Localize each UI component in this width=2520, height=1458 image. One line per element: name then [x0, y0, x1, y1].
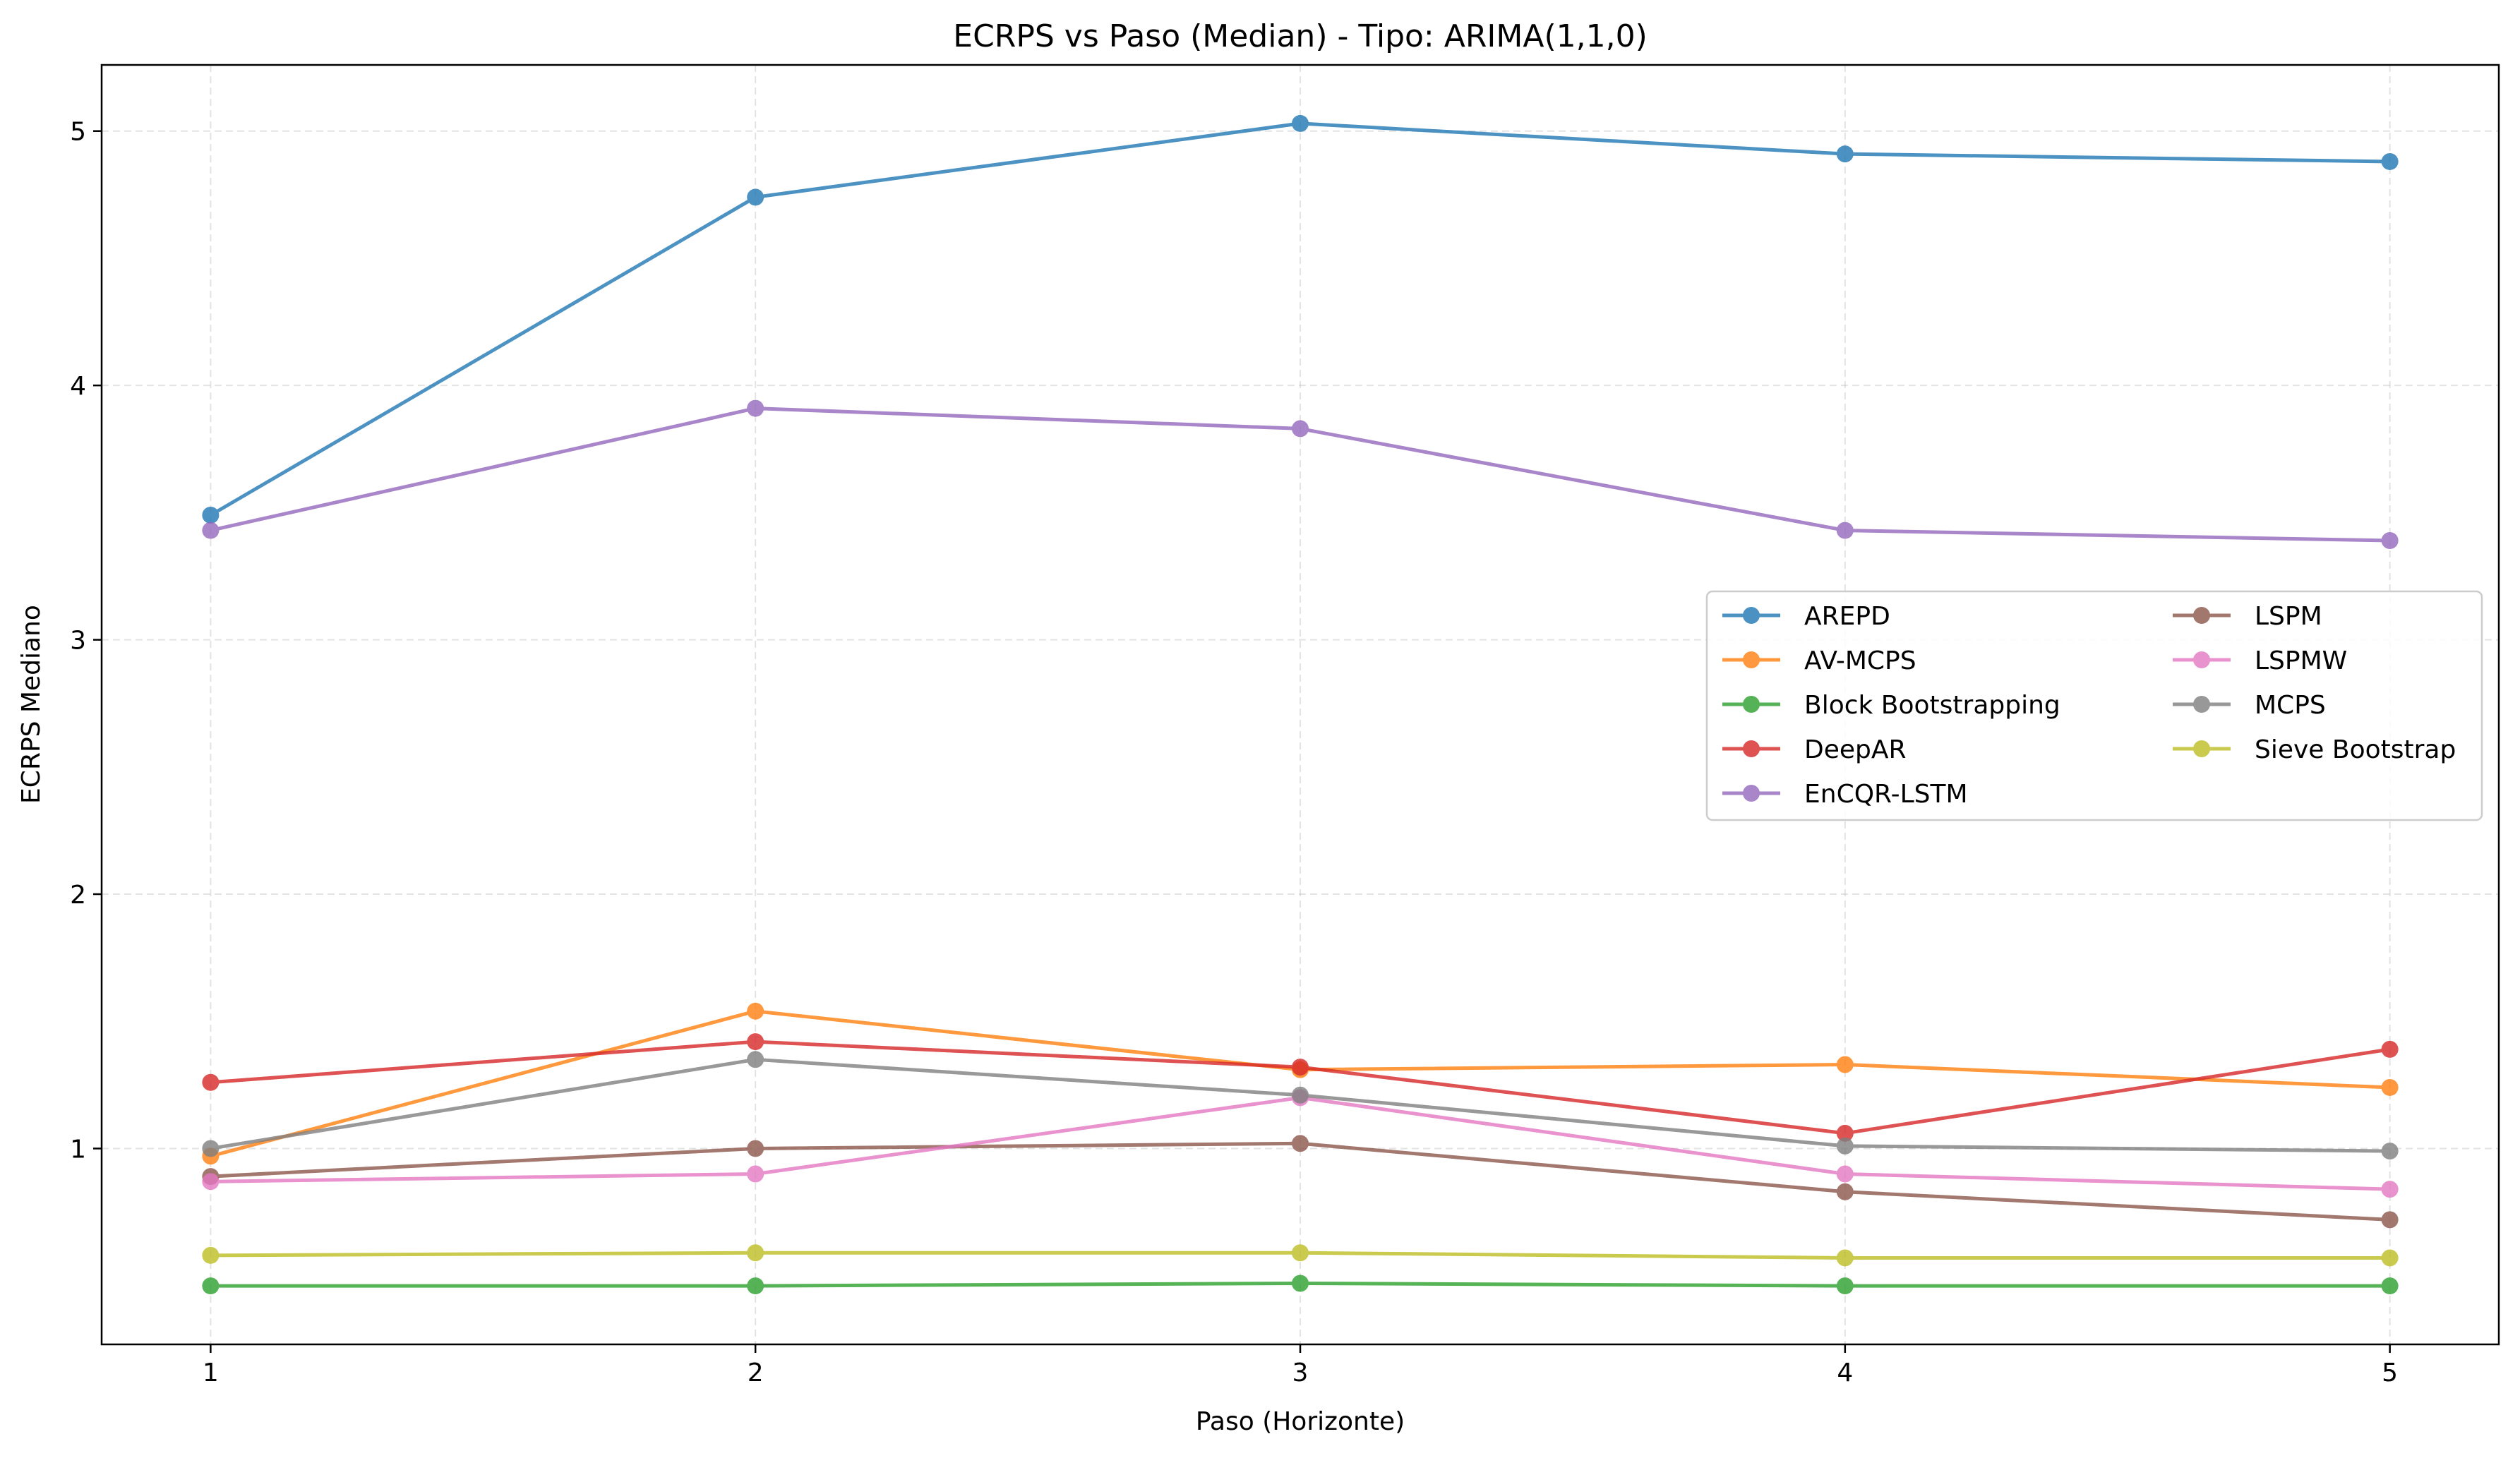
legend-item — [1722, 696, 1780, 713]
data-point — [2381, 1277, 2399, 1295]
data-point — [1292, 1275, 1309, 1292]
data-point — [2381, 1078, 2399, 1096]
data-point — [2381, 1040, 2399, 1058]
data-point — [202, 1073, 220, 1091]
y-axis-label: ECRPS Mediano — [17, 605, 46, 804]
data-point — [202, 522, 220, 539]
legend-label: LSPM — [2255, 602, 2322, 631]
legend-swatch-marker — [1743, 607, 1760, 624]
data-point — [1836, 1183, 1854, 1200]
legend-item — [1722, 785, 1780, 802]
y-tick-label: 5 — [70, 118, 86, 147]
data-point — [1836, 1277, 1854, 1295]
legend-label: Block Bootstrapping — [1804, 691, 2060, 720]
x-tick-label: 4 — [1837, 1358, 1853, 1387]
legend-item — [2173, 651, 2231, 668]
x-tick-label: 2 — [748, 1358, 764, 1387]
axis-ticks: 1 2 3 4 5 1 2 3 4 5 — [70, 118, 2398, 1387]
legend-item — [2173, 607, 2231, 624]
data-point — [747, 1277, 764, 1295]
data-point — [1836, 1249, 1854, 1267]
series-arepd — [202, 114, 2399, 524]
legend-swatch-marker — [1743, 696, 1760, 713]
data-point — [1292, 114, 1309, 132]
data-point — [202, 1246, 220, 1264]
data-point — [747, 1002, 764, 1020]
data-point — [202, 1277, 220, 1295]
legend-label: Sieve Bootstrap — [2255, 735, 2456, 764]
legend-label: EnCQR-LSTM — [1804, 780, 1968, 809]
data-point — [2381, 1211, 2399, 1229]
y-tick-label: 2 — [70, 881, 86, 910]
chart-title: ECRPS vs Paso (Median) - Tipo: ARIMA(1,1… — [953, 18, 1647, 54]
data-point — [2381, 1181, 2399, 1198]
series-group — [202, 114, 2399, 1295]
legend-swatch-marker — [1743, 740, 1760, 757]
data-point — [1836, 522, 1854, 539]
data-point — [2381, 1249, 2399, 1267]
legend-swatch-marker — [2193, 696, 2210, 713]
legend-label: AREPD — [1804, 602, 1890, 631]
data-point — [1292, 420, 1309, 438]
data-point — [1292, 1135, 1309, 1152]
legend-swatch-marker — [1743, 785, 1760, 802]
data-point — [747, 1033, 764, 1051]
x-tick-label: 1 — [203, 1358, 219, 1387]
data-point — [1836, 1165, 1854, 1183]
data-point — [747, 1051, 764, 1068]
data-point — [2381, 152, 2399, 170]
legend-label: LSPMW — [2255, 646, 2347, 675]
y-tick-label: 1 — [70, 1135, 86, 1164]
legend-swatch-marker — [2193, 651, 2210, 668]
legend-label: AV-MCPS — [1804, 646, 1916, 675]
data-point — [202, 1173, 220, 1191]
legend-box — [1705, 590, 2483, 821]
x-tick-label: 5 — [2382, 1358, 2398, 1387]
data-point — [1292, 1086, 1309, 1104]
legend-label: MCPS — [2255, 691, 2326, 720]
legend-item — [1722, 607, 1780, 624]
data-point — [1836, 1056, 1854, 1073]
series-block-bootstrapping — [202, 1275, 2399, 1295]
legend-swatch-marker — [1743, 651, 1760, 668]
legend-item — [1722, 651, 1780, 668]
series-lspm — [202, 1135, 2399, 1229]
legend: AREPD AV-MCPS Block Bootstrapping DeepAR EnC… — [1705, 590, 2483, 821]
data-point — [747, 399, 764, 417]
x-axis-label: Paso (Horizonte) — [1196, 1407, 1405, 1436]
legend-label: DeepAR — [1804, 735, 1907, 764]
data-point — [1292, 1059, 1309, 1076]
data-point — [747, 1165, 764, 1183]
y-tick-label: 4 — [70, 372, 86, 401]
x-tick-label: 3 — [1292, 1358, 1309, 1387]
data-point — [1836, 1137, 1854, 1155]
data-point — [747, 1140, 764, 1157]
legend-item — [2173, 696, 2231, 713]
data-point — [2381, 532, 2399, 550]
data-point — [202, 506, 220, 524]
series-mcps — [202, 1051, 2399, 1160]
series-deepar — [202, 1033, 2399, 1142]
data-point — [1292, 1244, 1309, 1262]
series-sieve-bootstrap — [202, 1244, 2399, 1267]
data-point — [2381, 1143, 2399, 1160]
legend-swatch-marker — [2193, 740, 2210, 757]
y-tick-label: 3 — [70, 627, 86, 656]
legend-item — [2173, 740, 2231, 757]
data-point — [1836, 1124, 1854, 1142]
legend-item — [1722, 740, 1780, 757]
series-encqr-lstm — [202, 399, 2399, 550]
data-point — [747, 188, 764, 206]
data-point — [202, 1140, 220, 1157]
data-point — [747, 1244, 764, 1262]
legend-swatch-marker — [2193, 607, 2210, 624]
data-point — [1836, 145, 1854, 163]
